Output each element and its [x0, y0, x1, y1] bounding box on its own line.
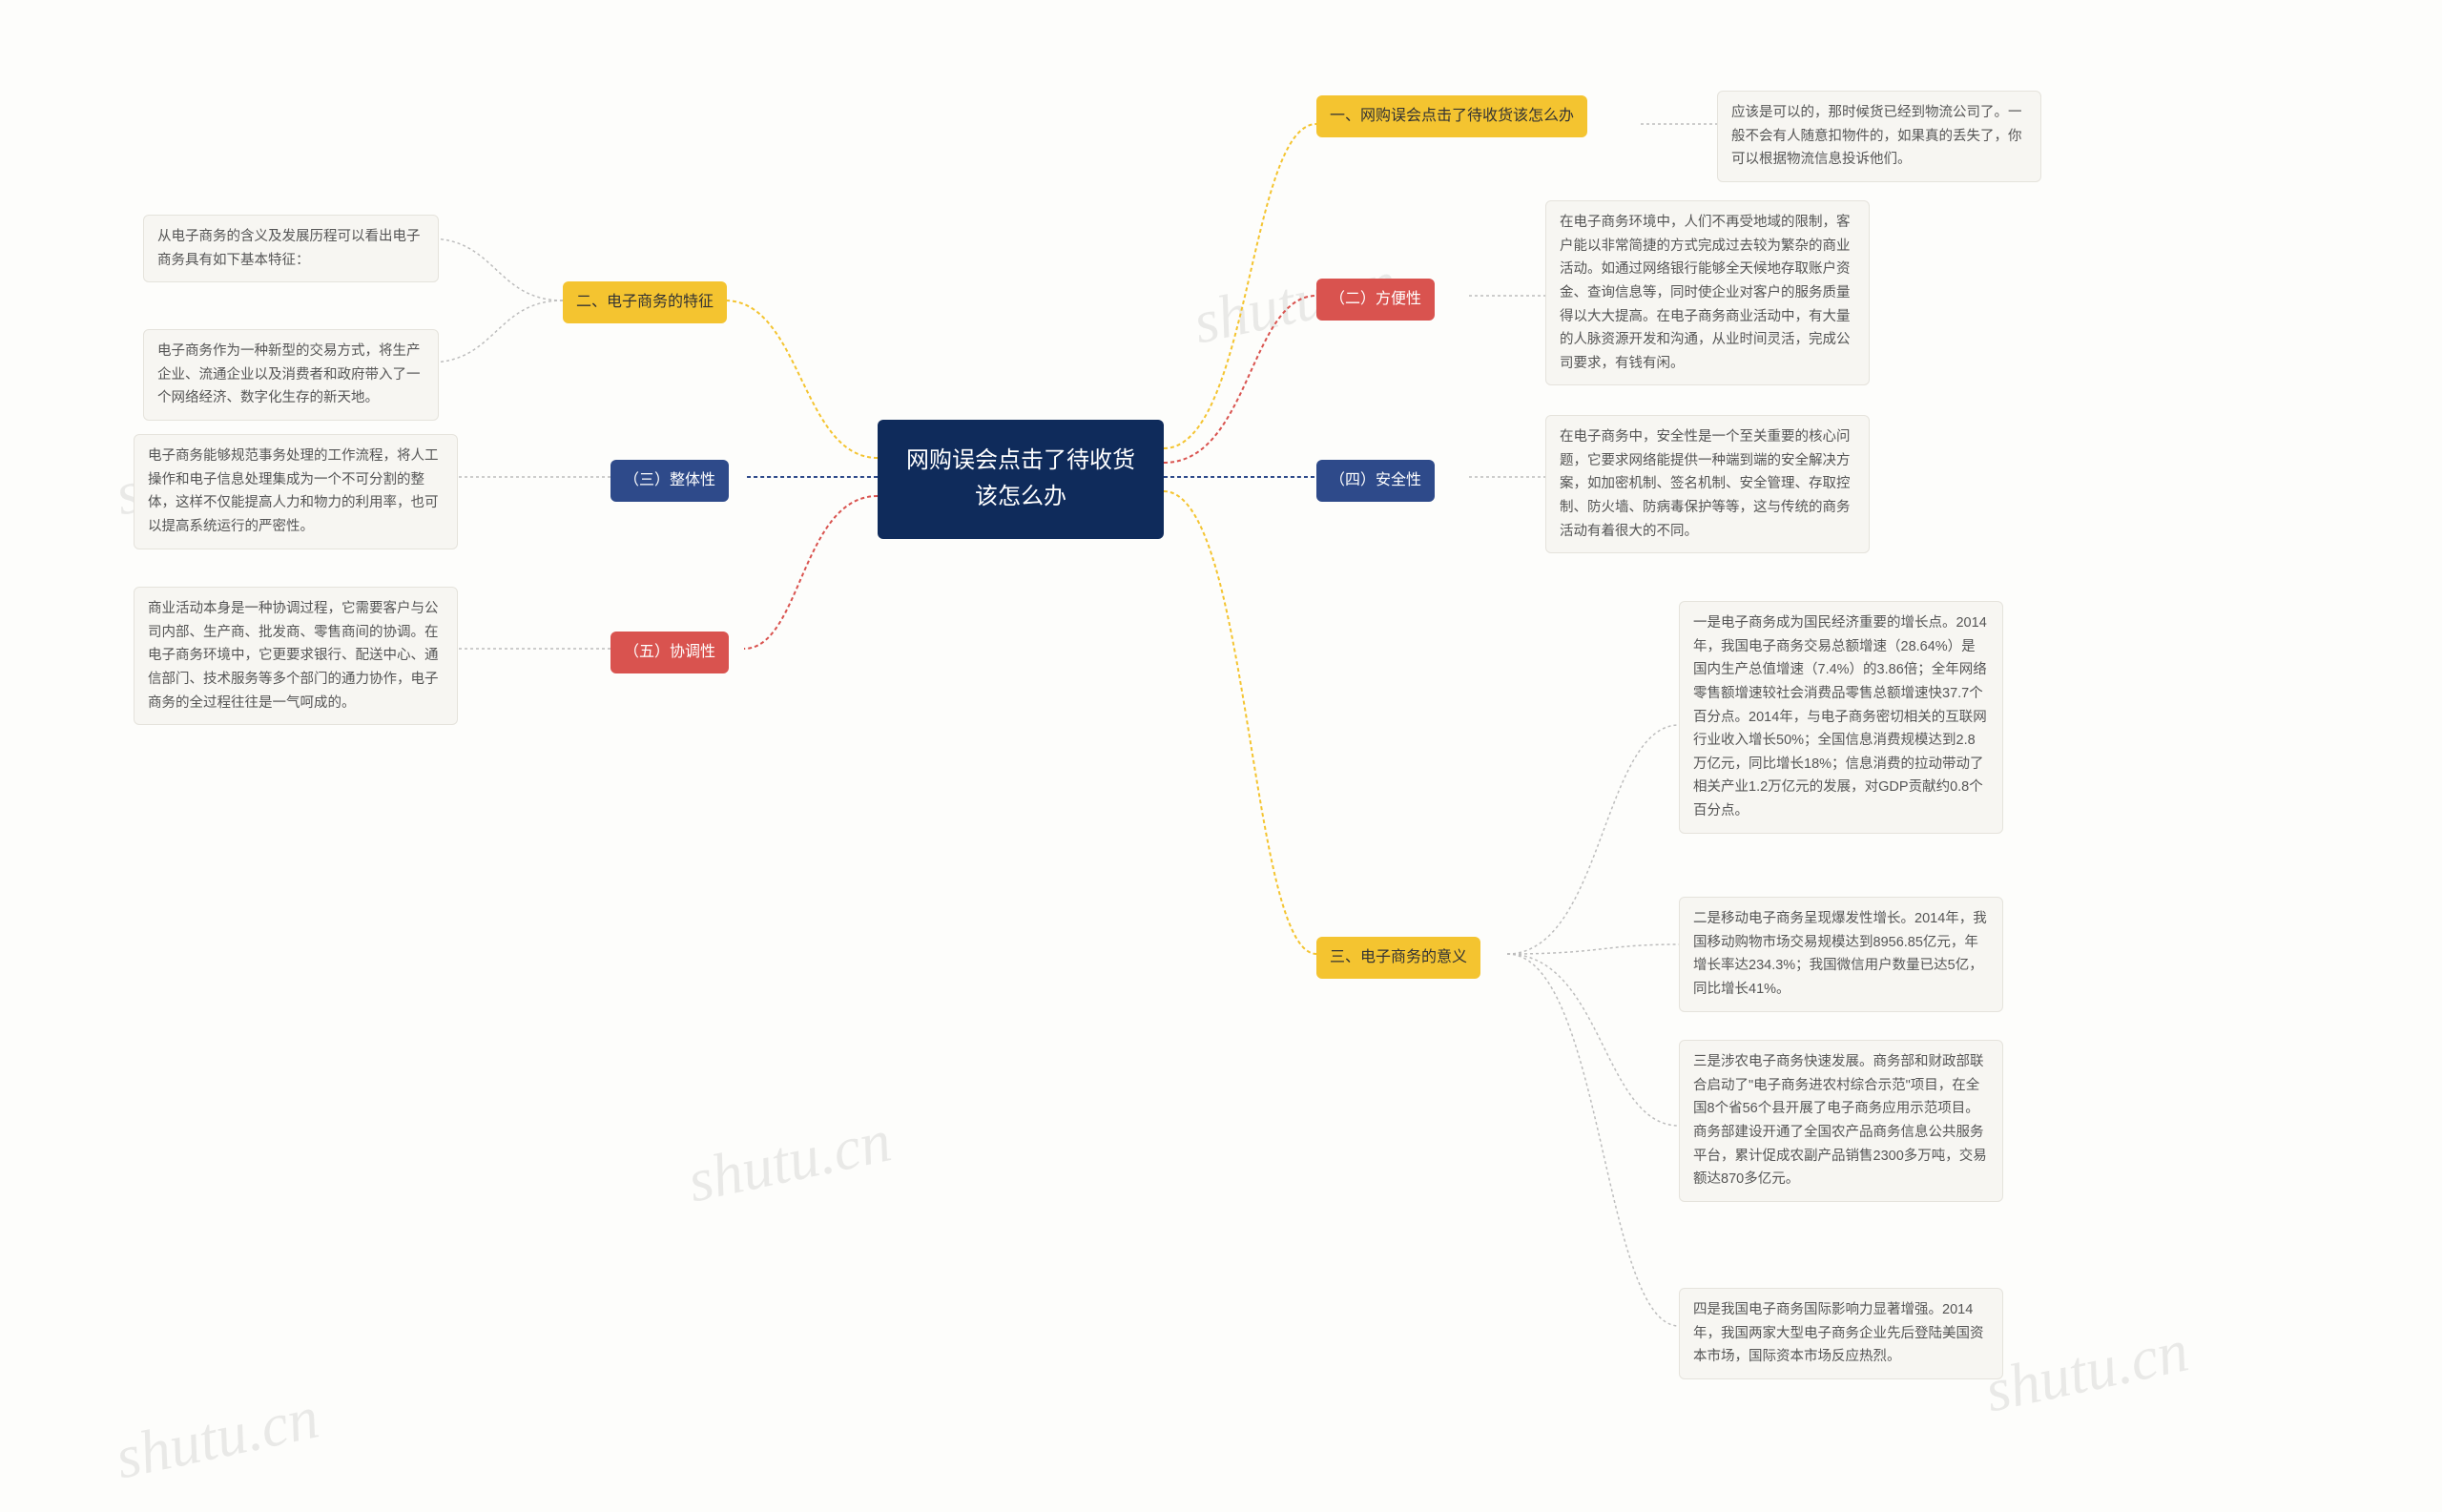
leaf-significance-2: 二是移动电子商务呈现爆发性增长。2014年，我国移动购物市场交易规模达到8956…	[1679, 897, 2003, 1012]
branch-convenience[interactable]: （二）方便性	[1316, 279, 1435, 321]
leaf-significance-4: 四是我国电子商务国际影响力显著增强。2014年，我国两家大型电子商务企业先后登陆…	[1679, 1288, 2003, 1379]
leaf-what-to-do-text: 应该是可以的，那时候货已经到物流公司了。一般不会有人随意扣物件的，如果真的丢失了…	[1717, 91, 2041, 182]
leaf-convenience-text: 在电子商务环境中，人们不再受地域的限制，客户能以非常简捷的方式完成过去较为繁杂的…	[1545, 200, 1870, 385]
watermark: shutu.cn	[1979, 1315, 2195, 1426]
leaf-significance-3: 三是涉农电子商务快速发展。商务部和财政部联合启动了"电子商务进农村综合示范"项目…	[1679, 1040, 2003, 1202]
leaf-characteristics-extra: 电子商务作为一种新型的交易方式，将生产企业、流通企业以及消费者和政府带入了一个网…	[143, 329, 439, 421]
leaf-universality-text: 从电子商务的含义及发展历程可以看出电子商务具有如下基本特征：	[143, 215, 439, 282]
branch-integrity[interactable]: （三）整体性	[610, 460, 729, 502]
watermark: shutu.cn	[682, 1105, 898, 1216]
branch-significance[interactable]: 三、电子商务的意义	[1316, 937, 1480, 979]
root-node[interactable]: 网购误会点击了待收货该怎么办	[878, 420, 1164, 539]
branch-what-to-do[interactable]: 一、网购误会点击了待收货该怎么办	[1316, 95, 1587, 137]
leaf-significance-1: 一是电子商务成为国民经济重要的增长点。2014年，我国电子商务交易总额增速（28…	[1679, 601, 2003, 834]
branch-coordination[interactable]: （五）协调性	[610, 632, 729, 673]
leaf-security-text: 在电子商务中，安全性是一个至关重要的核心问题，它要求网络能提供一种端到端的安全解…	[1545, 415, 1870, 553]
leaf-coordination-text: 商业活动本身是一种协调过程，它需要客户与公司内部、生产商、批发商、零售商间的协调…	[134, 587, 458, 725]
leaf-integrity-text: 电子商务能够规范事务处理的工作流程，将人工操作和电子信息处理集成为一个不可分割的…	[134, 434, 458, 549]
branch-characteristics[interactable]: 二、电子商务的特征	[563, 281, 727, 323]
watermark: shutu.cn	[110, 1381, 325, 1493]
branch-security[interactable]: （四）安全性	[1316, 460, 1435, 502]
